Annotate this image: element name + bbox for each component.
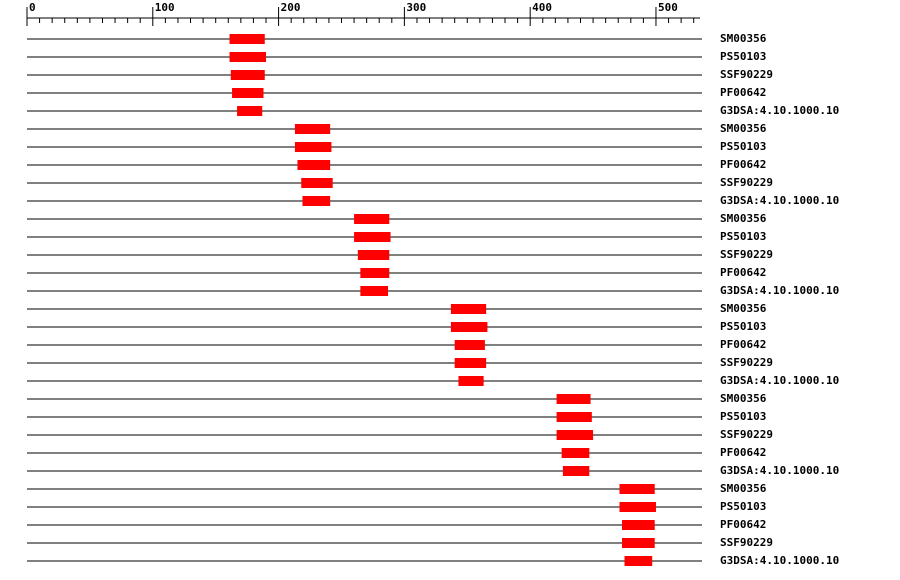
domain-bar [294, 142, 332, 152]
row-label: PF00642 [720, 86, 766, 99]
row-label: SM00356 [720, 32, 767, 45]
domain-bar [354, 232, 391, 242]
domain-bar [450, 322, 488, 332]
domain-bar [297, 160, 331, 170]
row-label: PS50103 [720, 50, 766, 63]
domain-bar [302, 196, 331, 206]
domain-bar [454, 340, 485, 350]
row-label: SM00356 [720, 122, 767, 135]
domain-bar [556, 394, 591, 404]
domain-bar [360, 268, 390, 278]
domain-bar [229, 52, 267, 62]
row-label: G3DSA:4.10.1000.10 [720, 194, 839, 207]
domain-bar [556, 430, 594, 440]
row-label: SM00356 [720, 392, 767, 405]
domain-bar [354, 214, 390, 224]
row-label: PF00642 [720, 446, 766, 459]
x-tick-label: 300 [406, 1, 426, 14]
row-label: PS50103 [720, 500, 766, 513]
row-label: SSF90229 [720, 248, 773, 261]
row-label: SSF90229 [720, 356, 773, 369]
x-tick-label: 500 [658, 1, 678, 14]
domain-bar [237, 106, 263, 116]
row-label: G3DSA:4.10.1000.10 [720, 104, 839, 117]
domain-bar [357, 250, 390, 260]
row-label: G3DSA:4.10.1000.10 [720, 554, 839, 567]
domain-bar [458, 376, 484, 386]
domain-bar [230, 70, 265, 80]
row-label: PS50103 [720, 230, 766, 243]
row-label: SM00356 [720, 482, 767, 495]
row-label: PS50103 [720, 410, 766, 423]
domain-bar [619, 484, 655, 494]
x-tick-label: 100 [155, 1, 175, 14]
domain-bar [624, 556, 653, 566]
row-label: G3DSA:4.10.1000.10 [720, 284, 839, 297]
domain-bar [561, 448, 590, 458]
domain-bar [229, 34, 265, 44]
domain-bar [294, 124, 331, 134]
row-label: SM00356 [720, 302, 767, 315]
domain-bar [454, 358, 487, 368]
domain-bar [619, 502, 656, 512]
row-label: PF00642 [720, 338, 766, 351]
row-label: SSF90229 [720, 428, 773, 441]
row-label: G3DSA:4.10.1000.10 [720, 464, 839, 477]
row-label: SSF90229 [720, 68, 773, 81]
domain-bar [622, 538, 655, 548]
domain-bar [450, 304, 487, 314]
row-label: PF00642 [720, 158, 766, 171]
domain-bar [301, 178, 333, 188]
domain-bar [562, 466, 590, 476]
x-tick-label: 0 [29, 1, 36, 14]
domain-bar [232, 88, 264, 98]
row-label: SSF90229 [720, 176, 773, 189]
row-label: SSF90229 [720, 536, 773, 549]
row-label: G3DSA:4.10.1000.10 [720, 374, 839, 387]
x-tick-label: 400 [532, 1, 552, 14]
row-label: PF00642 [720, 518, 766, 531]
row-label: SM00356 [720, 212, 767, 225]
domain-bar [360, 286, 389, 296]
domain-bar [622, 520, 655, 530]
row-label: PS50103 [720, 320, 766, 333]
row-label: PS50103 [720, 140, 766, 153]
x-tick-label: 200 [281, 1, 301, 14]
domain-bar [556, 412, 592, 422]
row-label: PF00642 [720, 266, 766, 279]
